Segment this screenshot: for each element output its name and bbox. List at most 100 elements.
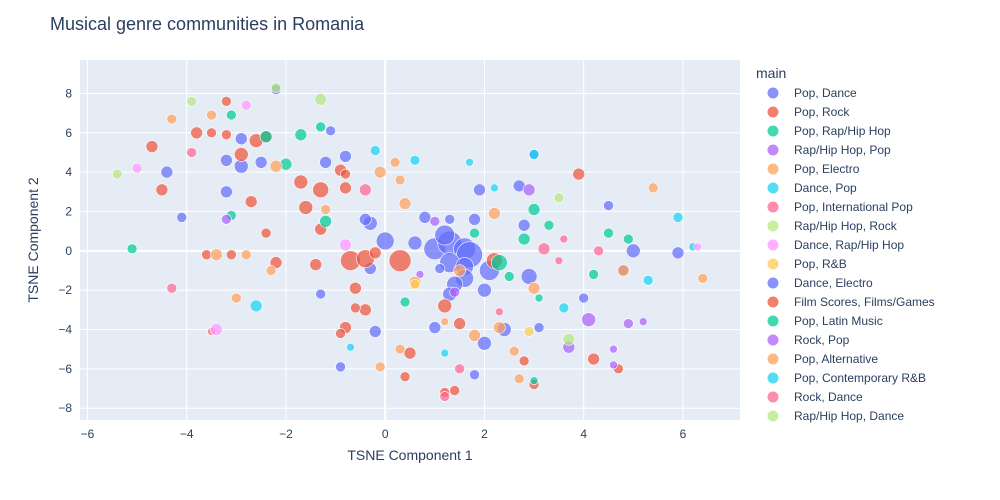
scatter-point[interactable]: [160, 165, 174, 179]
scatter-point[interactable]: [508, 345, 520, 357]
scatter-point[interactable]: [176, 212, 188, 223]
scatter-point[interactable]: [623, 233, 634, 245]
scatter-point[interactable]: [553, 192, 565, 204]
scatter-point[interactable]: [145, 140, 159, 153]
scatter-point[interactable]: [465, 157, 474, 167]
scatter-point[interactable]: [368, 246, 382, 260]
scatter-point[interactable]: [517, 232, 531, 246]
scatter-point[interactable]: [454, 363, 465, 375]
scatter-point[interactable]: [642, 275, 654, 286]
legend-item[interactable]: Rap/Hip Hop, Pop: [767, 143, 892, 157]
scatter-point[interactable]: [638, 317, 648, 326]
scatter-point[interactable]: [473, 183, 486, 197]
scatter-point[interactable]: [373, 165, 387, 179]
scatter-point[interactable]: [111, 168, 123, 180]
legend-item[interactable]: Rap/Hip Hop, Rock: [767, 219, 898, 233]
scatter-point[interactable]: [558, 302, 570, 314]
scatter-point[interactable]: [166, 113, 178, 125]
scatter-point[interactable]: [517, 218, 531, 232]
scatter-point[interactable]: [623, 318, 634, 329]
scatter-point[interactable]: [319, 155, 332, 169]
legend-item[interactable]: Pop, Dance: [767, 86, 858, 100]
scatter-point[interactable]: [453, 264, 466, 277]
scatter-point[interactable]: [468, 213, 481, 226]
scatter-point[interactable]: [647, 182, 659, 194]
scatter-point[interactable]: [375, 231, 395, 251]
scatter-point[interactable]: [346, 342, 355, 352]
scatter-point[interactable]: [233, 147, 249, 162]
scatter-point[interactable]: [554, 256, 564, 265]
scatter-point[interactable]: [210, 323, 223, 336]
scatter-point[interactable]: [210, 248, 223, 262]
scatter-point[interactable]: [527, 281, 541, 295]
scatter-point[interactable]: [453, 317, 466, 330]
scatter-point[interactable]: [131, 162, 143, 174]
legend-item[interactable]: Rock, Dance: [767, 390, 864, 404]
scatter-point[interactable]: [434, 224, 456, 246]
scatter-point[interactable]: [537, 242, 551, 256]
scatter-point[interactable]: [206, 109, 217, 121]
scatter-point[interactable]: [444, 214, 455, 225]
legend-item[interactable]: Dance, Rap/Hip Hop: [767, 238, 905, 252]
legend-item[interactable]: Pop, International Pop: [767, 200, 914, 214]
scatter-point[interactable]: [434, 263, 446, 274]
scatter-point[interactable]: [522, 183, 536, 197]
scatter-point[interactable]: [409, 155, 421, 166]
scatter-point[interactable]: [244, 195, 258, 208]
scatter-point[interactable]: [231, 292, 242, 304]
scatter-point[interactable]: [468, 329, 481, 342]
scatter-point[interactable]: [325, 125, 336, 137]
scatter-point[interactable]: [488, 207, 501, 220]
scatter-point[interactable]: [389, 156, 401, 168]
scatter-point[interactable]: [359, 213, 372, 226]
scatter-point[interactable]: [220, 185, 233, 199]
legend-item[interactable]: Film Scores, Films/Games: [767, 295, 935, 309]
scatter-point[interactable]: [399, 371, 411, 383]
scatter-point[interactable]: [394, 343, 406, 355]
scatter-point[interactable]: [418, 211, 432, 224]
scatter-point[interactable]: [206, 127, 217, 139]
scatter-point[interactable]: [562, 333, 576, 346]
legend-item[interactable]: Pop, Rock: [767, 105, 851, 119]
scatter-point[interactable]: [409, 278, 421, 290]
scatter-point[interactable]: [234, 132, 248, 145]
scatter-point[interactable]: [609, 344, 618, 354]
legend-item[interactable]: Pop, Contemporary R&B: [767, 371, 927, 385]
scatter-point[interactable]: [428, 321, 442, 334]
scatter-point[interactable]: [543, 219, 555, 231]
scatter-point[interactable]: [240, 99, 252, 111]
scatter-point[interactable]: [490, 183, 499, 193]
legend-item[interactable]: Pop, Rap/Hip Hop: [767, 124, 892, 138]
scatter-point[interactable]: [394, 174, 406, 186]
scatter-point[interactable]: [315, 288, 326, 300]
scatter-point[interactable]: [335, 361, 346, 373]
scatter-point[interactable]: [368, 325, 382, 338]
scatter-point[interactable]: [429, 216, 441, 227]
scatter-point[interactable]: [314, 93, 327, 106]
scatter-point[interactable]: [529, 376, 539, 385]
scatter-point[interactable]: [399, 296, 411, 308]
legend-item[interactable]: Pop, R&B: [767, 257, 847, 271]
scatter-point[interactable]: [249, 299, 263, 313]
scatter-point[interactable]: [493, 321, 506, 334]
scatter-point[interactable]: [437, 298, 453, 314]
legend-item[interactable]: Rock, Pop: [767, 333, 850, 347]
scatter-point[interactable]: [603, 227, 614, 239]
scatter-point[interactable]: [340, 168, 351, 180]
scatter-point[interactable]: [518, 355, 530, 367]
scatter-point[interactable]: [578, 292, 589, 304]
scatter-point[interactable]: [226, 249, 237, 261]
scatter-point[interactable]: [617, 264, 630, 277]
scatter-point[interactable]: [240, 249, 252, 261]
scatter-point[interactable]: [259, 130, 273, 144]
scatter-point[interactable]: [503, 271, 515, 282]
scatter-point[interactable]: [309, 258, 323, 271]
scatter-point[interactable]: [672, 212, 684, 223]
legend-item[interactable]: Dance, Electro: [767, 276, 874, 290]
scatter-point[interactable]: [588, 269, 599, 280]
scatter-point[interactable]: [440, 317, 450, 326]
scatter-point[interactable]: [319, 215, 332, 228]
scatter-point[interactable]: [572, 167, 586, 181]
scatter-point[interactable]: [265, 265, 277, 276]
scatter-point[interactable]: [593, 245, 604, 257]
